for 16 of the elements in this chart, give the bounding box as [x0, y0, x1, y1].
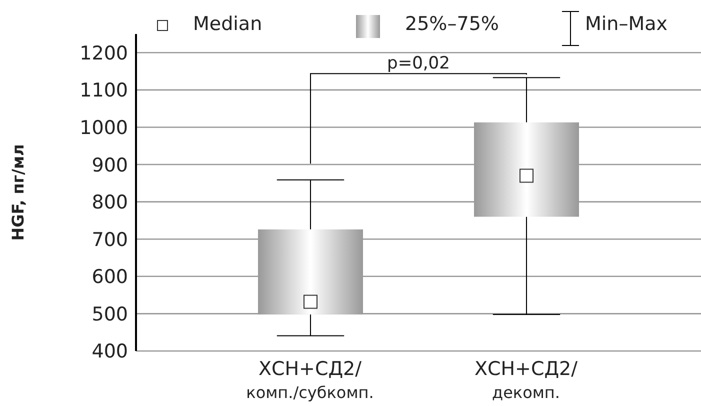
y-tick-label: 600	[92, 266, 128, 288]
y-tick-label: 1200	[80, 42, 128, 64]
y-axis-title: HGF, пг/мл	[8, 144, 28, 241]
x-tick-label: ХСН+СД2/ декомп.	[474, 358, 578, 402]
annotation: Median	[193, 13, 262, 35]
annotation: Min–Max	[585, 13, 668, 35]
annotation: p=0,02	[387, 54, 450, 74]
y-tick-label: 400	[92, 340, 128, 363]
y-tick-label: 800	[92, 192, 128, 214]
annotation: 25%–75%	[405, 13, 499, 35]
x-tick-label: ХСН+СД2/ комп./субкомп.	[246, 358, 374, 402]
y-tick-label: 1100	[80, 80, 128, 102]
y-tick-label: 700	[92, 228, 128, 251]
y-tick-label: 900	[92, 154, 128, 176]
y-tick-label: 1000	[80, 116, 128, 139]
y-tick-label: 500	[92, 303, 128, 326]
